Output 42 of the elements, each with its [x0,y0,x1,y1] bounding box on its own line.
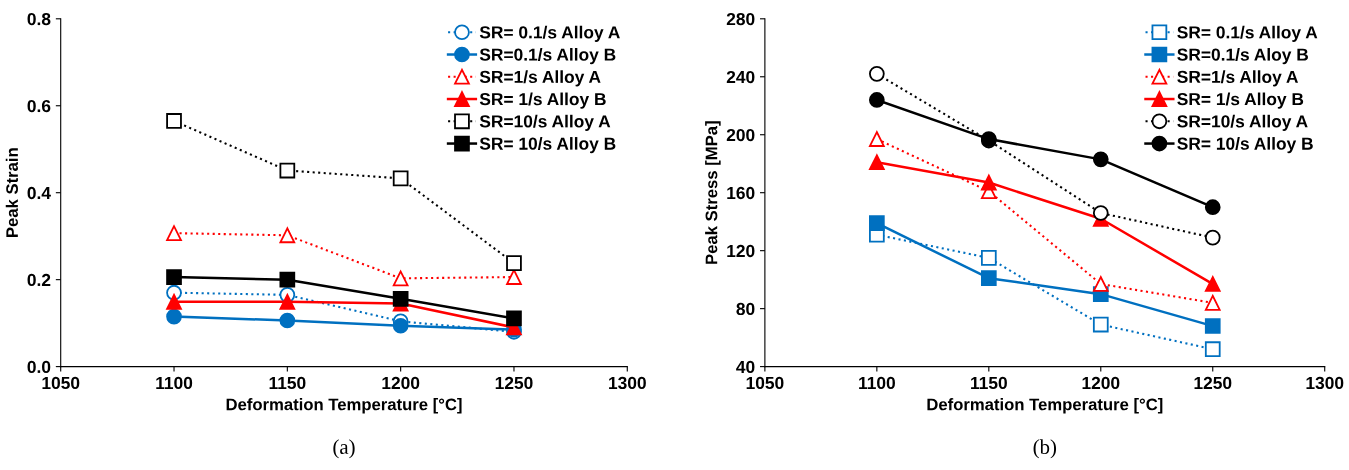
x-axis-title: Deformation Temperature [°C] [226,398,462,414]
y-axis-title: Peak Stress [MPa] [705,121,721,264]
x-tick-label: 1200 [1082,376,1120,390]
legend-label: SR=10/s Alloy A [479,114,611,131]
y-tick-label: 0.8 [27,12,51,26]
y-tick-label: 200 [726,128,755,142]
x-tick-label: 1100 [156,376,193,390]
y-tick-label: 280 [726,12,755,26]
y-tick-label: 120 [727,244,755,258]
x-tick-label: 1250 [495,376,533,390]
y-tick-label: 160 [727,186,755,200]
legend-label: SR= 10/s Alloy B [479,137,616,154]
legend-label: SR= 0.1/s Alloy A [1177,25,1318,42]
x-tick-label: 1150 [269,376,306,390]
text: (b) [1033,439,1057,459]
x-tick-label: 1050 [746,376,784,390]
legend-label: SR=0.1/s Aloy B [1177,48,1308,65]
y-tick-label: 80 [736,302,755,316]
legend-label: SR=1/s Alloy A [1177,70,1299,87]
y-tick-label: 0.4 [27,186,51,200]
legend-label: SR=0.1/s Alloy B [479,48,616,65]
y-axis-title: Peak Strain [5,148,18,237]
x-tick-label: 1300 [609,376,646,390]
x-tick-label: 1100 [859,376,895,390]
legend-label: SR= 0.1/s Alloy A [479,25,620,42]
y-tick-label: 0.0 [27,360,51,374]
legend-label: SR=1/s Alloy A [479,70,601,87]
y-tick-label: 0.2 [27,273,51,287]
x-tick-label: 1050 [42,376,80,390]
y-tick-label: 0.6 [27,99,51,113]
x-axis-title: Deformation Temperature [°C] [927,398,1163,414]
x-tick-label: 1150 [971,376,1007,390]
legend-label: SR= 10/s Alloy B [1177,137,1313,154]
legend-label: SR= 1/s Alloy B [1177,92,1304,109]
x-tick-label: 1200 [382,376,420,390]
legend-label: SR=10/s Alloy A [1177,114,1308,131]
text: (a) [333,439,355,459]
x-tick-label: 1300 [1306,376,1344,390]
x-tick-label: 1250 [1194,376,1232,390]
legend-label: SR= 1/s Alloy B [479,92,606,109]
y-tick-label: 40 [736,360,755,374]
y-tick-label: 240 [726,70,755,84]
